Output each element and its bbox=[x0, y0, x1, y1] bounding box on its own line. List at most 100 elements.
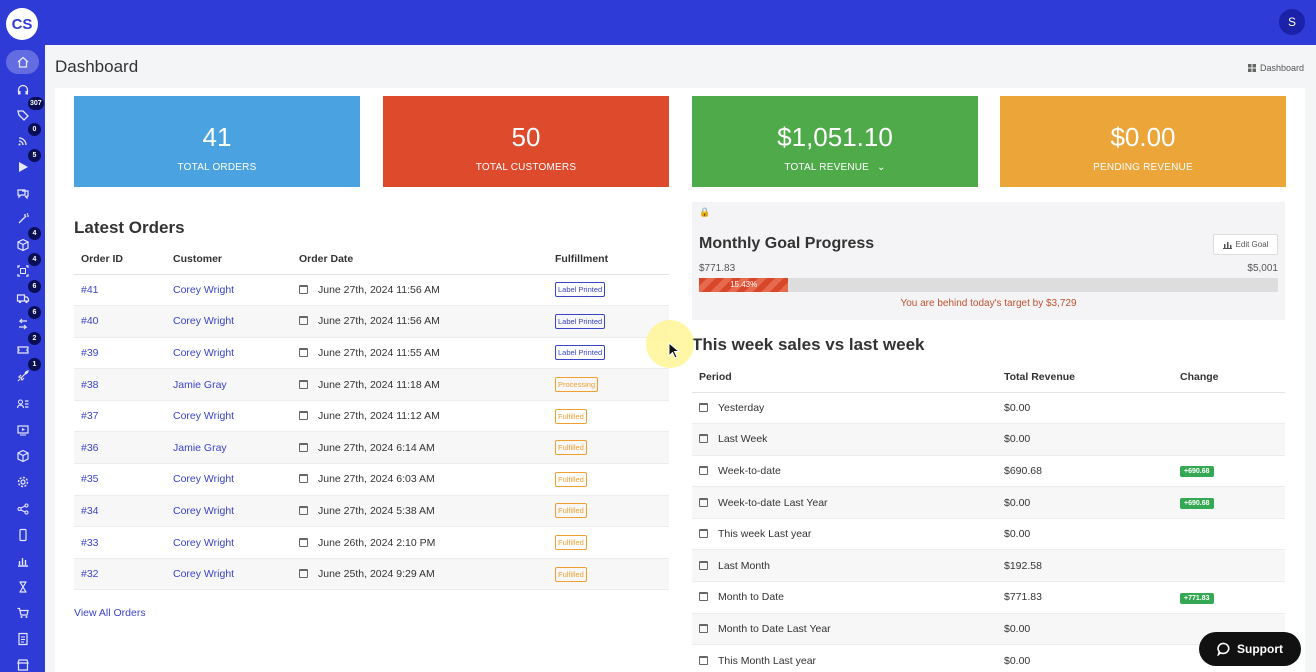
stat-card-pending-revenue: $0.00 Pending Revenue bbox=[1000, 96, 1286, 187]
order-id-link[interactable]: #32 bbox=[81, 568, 99, 581]
order-id-link[interactable]: #41 bbox=[81, 283, 99, 296]
avatar[interactable]: S bbox=[1279, 9, 1305, 35]
sidebar-item-rss[interactable]: 0 bbox=[6, 123, 41, 153]
customer-link[interactable]: Jamie Gray bbox=[173, 378, 227, 391]
home-icon bbox=[17, 56, 28, 68]
order-date: June 26th, 2024 2:10 PM bbox=[318, 536, 436, 549]
period-label: Week-to-date Last Year bbox=[718, 496, 828, 509]
sidebar-item-video[interactable] bbox=[6, 418, 39, 442]
order-id-link[interactable]: #39 bbox=[81, 346, 99, 359]
sidebar-item-chat[interactable] bbox=[6, 181, 39, 205]
goal-percent: 15.43% bbox=[730, 280, 758, 289]
gear-icon bbox=[17, 476, 28, 488]
table-row: Yesterday $0.00 bbox=[692, 392, 1285, 425]
sidebar-item-store[interactable] bbox=[6, 653, 39, 672]
revenue-value: $690.68 bbox=[1004, 464, 1042, 477]
calendar-icon bbox=[699, 592, 708, 602]
goal-progress-fill: 15.43% bbox=[699, 278, 789, 292]
calendar-icon bbox=[299, 379, 308, 389]
customer-link[interactable]: Corey Wright bbox=[173, 315, 235, 328]
change-badge: +690.68 bbox=[1180, 498, 1214, 510]
app-logo[interactable]: CS bbox=[6, 8, 38, 40]
customer-link[interactable]: Corey Wright bbox=[173, 536, 235, 549]
table-row: Last Month $192.58 bbox=[692, 549, 1285, 583]
lock-icon[interactable]: 🔒 bbox=[699, 207, 711, 217]
revenue-value: $771.83 bbox=[1004, 591, 1042, 604]
sidebar-item-share[interactable] bbox=[6, 497, 39, 521]
table-row: This week Last year $0.00 bbox=[692, 518, 1285, 551]
sidebar-item-headset[interactable] bbox=[6, 78, 39, 102]
sidebar-item-user-list[interactable] bbox=[6, 392, 39, 416]
order-id-link[interactable]: #40 bbox=[81, 315, 99, 328]
calendar-icon bbox=[299, 411, 308, 421]
revenue-value: $0.00 bbox=[1004, 654, 1031, 667]
order-id-link[interactable]: #33 bbox=[81, 536, 99, 549]
rss-icon bbox=[18, 137, 27, 146]
sidebar-item-box[interactable] bbox=[6, 444, 39, 468]
calendar-icon bbox=[699, 623, 708, 633]
sidebar-item-magic-wand[interactable] bbox=[6, 207, 39, 231]
customer-link[interactable]: Corey Wright bbox=[173, 346, 235, 359]
breadcrumb[interactable]: Dashboard bbox=[1247, 63, 1304, 73]
customer-link[interactable]: Corey Wright bbox=[173, 283, 235, 296]
sidebar-item-truck[interactable]: 6 bbox=[6, 280, 41, 310]
goal-progress-bar: 15.43% bbox=[699, 278, 1278, 292]
sidebar-badge: 5 bbox=[28, 149, 41, 162]
sidebar-badge: 6 bbox=[28, 280, 41, 293]
customer-link[interactable]: Corey Wright bbox=[173, 504, 235, 517]
customer-link[interactable]: Jamie Gray bbox=[173, 441, 227, 454]
sidebar-item-cube[interactable]: 4 bbox=[6, 227, 41, 257]
headset-icon bbox=[17, 84, 28, 95]
stat-value: $1,051.10 bbox=[777, 122, 893, 152]
sidebar-item-ticket[interactable]: 2 bbox=[6, 332, 41, 362]
table-row: Last Week $0.00 bbox=[692, 423, 1285, 456]
stat-label: Total Orders bbox=[177, 162, 257, 173]
order-date: June 27th, 2024 5:38 AM bbox=[318, 504, 435, 517]
chat-icon bbox=[16, 189, 29, 200]
scan-icon bbox=[16, 265, 29, 277]
sidebar-item-cart[interactable] bbox=[6, 601, 39, 625]
fulfillment-badge: Processing bbox=[555, 377, 599, 393]
stat-card-total-revenue[interactable]: $1,051.10 Total Revenue ⌄ bbox=[692, 96, 978, 187]
play-icon bbox=[18, 162, 28, 172]
sidebar-item-document[interactable] bbox=[6, 627, 39, 651]
sidebar-item-bar-chart[interactable] bbox=[6, 549, 39, 573]
fulfillment-badge: Fulfilled bbox=[555, 408, 587, 424]
customer-link[interactable]: Corey Wright bbox=[173, 568, 235, 581]
sidebar-item-play[interactable]: 5 bbox=[6, 149, 41, 179]
table-row: Month to Date Last Year $0.00 bbox=[692, 613, 1285, 646]
period-label: Month to Date bbox=[718, 591, 784, 604]
edit-goal-button[interactable]: Edit Goal bbox=[1213, 234, 1278, 255]
chat-bubble-icon bbox=[1217, 642, 1230, 656]
sidebar-item-home[interactable] bbox=[6, 50, 39, 74]
sidebar-item-hourglass[interactable] bbox=[6, 575, 39, 599]
order-date: June 27th, 2024 11:56 AM bbox=[318, 283, 440, 296]
view-all-orders-link[interactable]: View All Orders bbox=[74, 607, 146, 619]
sidebar-item-scan[interactable]: 4 bbox=[6, 253, 41, 283]
table-row: #41 Corey Wright June 27th, 2024 11:56 AM L… bbox=[74, 274, 669, 307]
customer-link[interactable]: Corey Wright bbox=[173, 410, 235, 423]
calendar-icon bbox=[699, 529, 708, 539]
sidebar-item-gear[interactable] bbox=[6, 470, 39, 494]
order-id-link[interactable]: #36 bbox=[81, 441, 99, 454]
mobile-icon bbox=[18, 528, 27, 542]
order-date: June 27th, 2024 11:12 AM bbox=[318, 410, 440, 423]
sidebar-item-mobile[interactable] bbox=[6, 523, 39, 547]
customer-link[interactable]: Corey Wright bbox=[173, 473, 235, 486]
support-button[interactable]: Support bbox=[1199, 632, 1301, 666]
magic-wand-icon bbox=[18, 213, 29, 224]
column-header: Customer bbox=[166, 244, 292, 275]
table-row: This Month Last year $0.00 bbox=[692, 644, 1285, 672]
stat-card-total-orders: 41 Total Orders bbox=[74, 96, 360, 187]
order-id-link[interactable]: #38 bbox=[81, 378, 99, 391]
stat-label-row: Total Revenue ⌄ bbox=[692, 162, 978, 173]
sidebar-item-return[interactable]: 6 bbox=[6, 306, 41, 336]
order-id-link[interactable]: #37 bbox=[81, 410, 99, 423]
sidebar-badge: 2 bbox=[28, 332, 41, 345]
order-id-link[interactable]: #35 bbox=[81, 473, 99, 486]
chevron-down-icon[interactable]: ⌄ bbox=[877, 162, 886, 173]
sidebar-item-rocket[interactable]: 1 bbox=[6, 358, 41, 388]
sidebar-item-tag[interactable]: 307 bbox=[6, 97, 44, 127]
order-id-link[interactable]: #34 bbox=[81, 504, 99, 517]
order-date: June 27th, 2024 6:14 AM bbox=[318, 441, 435, 454]
